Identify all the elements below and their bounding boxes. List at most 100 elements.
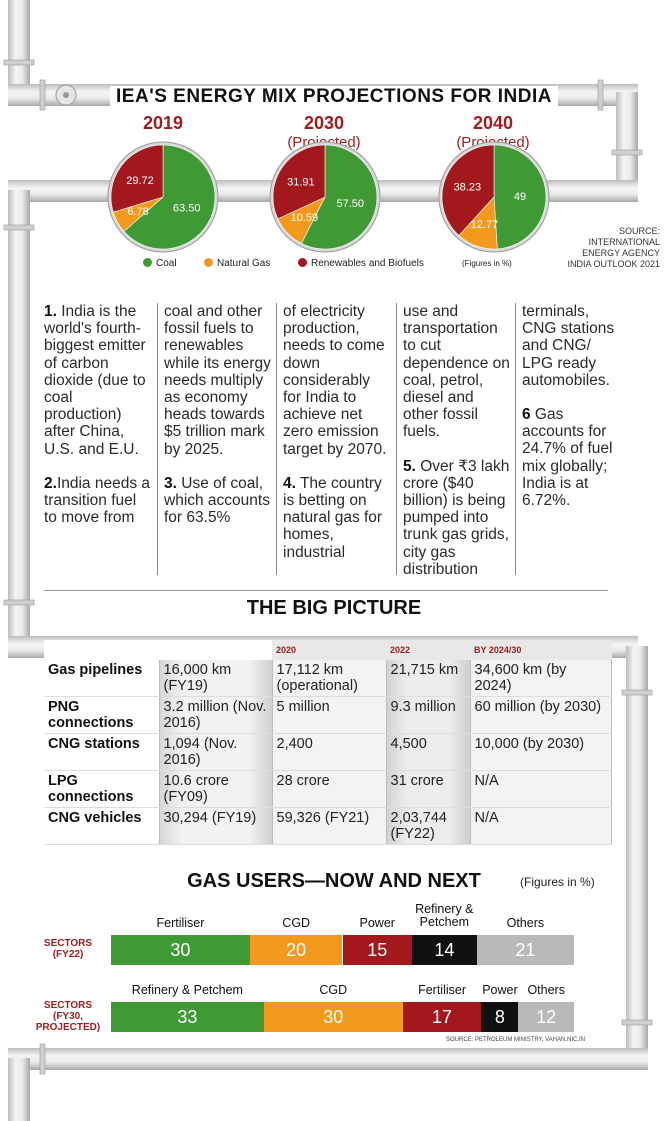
table-cell: 5 million	[272, 696, 387, 734]
pie-slice-coal	[123, 144, 216, 250]
column-divider	[515, 303, 516, 575]
column-1: 1. India is the world's fourth-biggest e…	[44, 303, 152, 579]
row-header: LPG connections	[44, 770, 160, 808]
table-cell: 4,500	[386, 733, 471, 771]
table-cell: N/A	[470, 770, 612, 808]
bar-segment-power: 8	[481, 1002, 519, 1032]
paragraph-5-cont: terminals, CNG stations and CNG/ LPG rea…	[522, 303, 615, 389]
gas-users-title: GAS USERS—NOW AND NEXT	[0, 870, 668, 893]
bar-segment-power: 15	[342, 935, 412, 965]
column-4: use and transportation to cut dependence…	[403, 303, 511, 579]
bar-segment-cgd: 30	[263, 1002, 403, 1032]
legend-coal: Coal	[143, 258, 177, 269]
bar-segment-refinery-petchem: 33	[111, 1002, 264, 1032]
bar-category-label: Others	[527, 983, 565, 997]
table-cell: 34,600 km (by 2024)	[470, 660, 612, 697]
paragraph-5: 5. Over ₹3 lakh crore ($40 billion) is b…	[403, 457, 510, 579]
table-row: CNG vehicles 30,294 (FY19) 59,326 (FY21) 2,…	[44, 807, 612, 845]
pie-value-label: 6.78	[127, 206, 148, 218]
table-cell: 2,400	[272, 733, 387, 771]
column-2: coal and other fossil fuels to renewable…	[164, 303, 272, 579]
header-2020: 2020	[272, 640, 386, 660]
bar-segment-others: 21	[476, 935, 574, 965]
table-cell: 9.3 million	[386, 696, 471, 734]
table-row: LPG connections 10.6 crore (FY09) 28 crore…	[44, 770, 612, 808]
pie-value-label: 38.23	[454, 182, 482, 194]
table-cell: 21,715 km	[386, 660, 471, 697]
gas-source: SOURCE: PETROLEUM MINISTRY, VAHAN.NIC.IN	[446, 1037, 586, 1043]
pie-slice-renewables	[110, 144, 164, 213]
pie-value-label: 57.50	[337, 198, 365, 210]
header-blank	[159, 640, 272, 660]
source-note: SOURCE: INTERNATIONAL ENERGY AGENCY INDIA O…	[567, 226, 660, 269]
section-divider	[44, 590, 608, 591]
table-cell: 60 million (by 2030)	[470, 696, 612, 734]
pie-value-label: 49	[514, 191, 526, 203]
column-divider	[396, 303, 397, 575]
header-blank	[44, 640, 159, 660]
table-row: PNG connections 3.2 million (Nov. 2016) 5 …	[44, 696, 612, 734]
bar-category-label: Refinery & Petchem	[131, 983, 243, 997]
table-cell: N/A	[470, 807, 612, 845]
column-3: of electricity production, needs to come…	[283, 303, 391, 579]
table-cell: 1,094 (Nov. 2016)	[159, 733, 273, 771]
table-row: Gas pipelines 16,000 km (FY19) 17,112 km (…	[44, 660, 612, 697]
paragraph-3: 3. Use of coal, which accounts for 63.5%	[164, 474, 270, 527]
header-2022: 2022	[386, 640, 470, 660]
sectors-fy22-label: SECTORS (FY22)	[43, 938, 93, 960]
row-header: CNG stations	[44, 733, 160, 771]
energy-mix-pies: 63.50 6.78 29.72 57.50 10.59 31.91 49 12.77 38.2…	[107, 141, 550, 253]
table-cell: 2,03,744 (FY22)	[386, 807, 471, 845]
row-header: PNG connections	[44, 696, 160, 734]
year-2019-label: 2019	[142, 113, 184, 133]
legend-natural-gas: Natural Gas	[204, 258, 270, 269]
table-cell: 30,294 (FY19)	[159, 807, 273, 845]
bar-category-label: Power	[359, 916, 395, 930]
bar-segment-fertiliser: 30	[111, 935, 250, 965]
table-header-row: 2020 2022 BY 2024/30	[44, 640, 612, 660]
table-cell: 10.6 crore (FY09)	[159, 770, 273, 808]
bar-category-label: CGD	[319, 983, 348, 997]
table-cell: 16,000 km (FY19)	[159, 660, 273, 697]
pie-slice-renewables	[441, 144, 495, 236]
bar-category-label: Fertiliser	[156, 916, 205, 930]
row-header: CNG vehicles	[44, 807, 160, 845]
bar-category-label: Refinery & Petchem	[415, 902, 474, 929]
table-cell: 31 crore	[386, 770, 471, 808]
table-cell: 3.2 million (Nov. 2016)	[159, 696, 273, 734]
bar-category-label: CGD	[282, 916, 311, 930]
pie-value-label: 10.59	[291, 212, 319, 224]
table-cell: 59,326 (FY21)	[272, 807, 387, 845]
bar-segment-cgd: 20	[249, 935, 343, 965]
bar-category-label: Power	[482, 983, 518, 997]
legend-renewables: Renewables and Biofuels	[298, 258, 424, 269]
bar-segment-refinery-petchem: 14	[411, 935, 477, 965]
big-picture-title: THE BIG PICTURE	[246, 597, 422, 619]
paragraph-4-cont: use and transportation to cut dependence…	[403, 303, 510, 441]
paragraph-2: 2.India needs a transition fuel to move …	[44, 474, 151, 527]
pie-slice-renewables	[272, 144, 326, 220]
table-row: CNG stations 1,094 (Nov. 2016) 2,400 4,500 1…	[44, 733, 612, 771]
column-5: terminals, CNG stations and CNG/ LPG rea…	[522, 303, 626, 579]
column-divider	[276, 303, 277, 575]
bar-segment-others: 12	[518, 1002, 574, 1032]
table-cell: 10,000 (by 2030)	[470, 733, 612, 771]
paragraph-2-cont: coal and other fossil fuels to renewable…	[164, 303, 271, 458]
pie-slice-coal	[493, 144, 547, 250]
paragraph-4: 4. The country is betting on natural gas…	[283, 474, 383, 561]
pie-value-label: 29.72	[126, 175, 154, 187]
page-title: IEA'S ENERGY MIX PROJECTIONS FOR INDIA	[0, 86, 668, 108]
table-cell: 28 crore	[272, 770, 387, 808]
pie-value-label: 12.77	[471, 219, 499, 231]
pie-value-label: 31.91	[287, 177, 315, 189]
row-header: Gas pipelines	[44, 660, 160, 697]
column-divider	[157, 303, 158, 575]
figures-note: (Figures in %)	[462, 259, 512, 268]
header-2024-30: BY 2024/30	[470, 640, 612, 660]
table-cell: 17,112 km (operational)	[272, 660, 387, 697]
bar-category-label: Others	[506, 916, 545, 930]
pie-value-label: 63.50	[173, 203, 201, 215]
paragraph-1: 1. India is the world's fourth-biggest e…	[44, 303, 146, 458]
sectors-fy30-label: SECTORS (FY30, PROJECTED)	[35, 1000, 101, 1033]
